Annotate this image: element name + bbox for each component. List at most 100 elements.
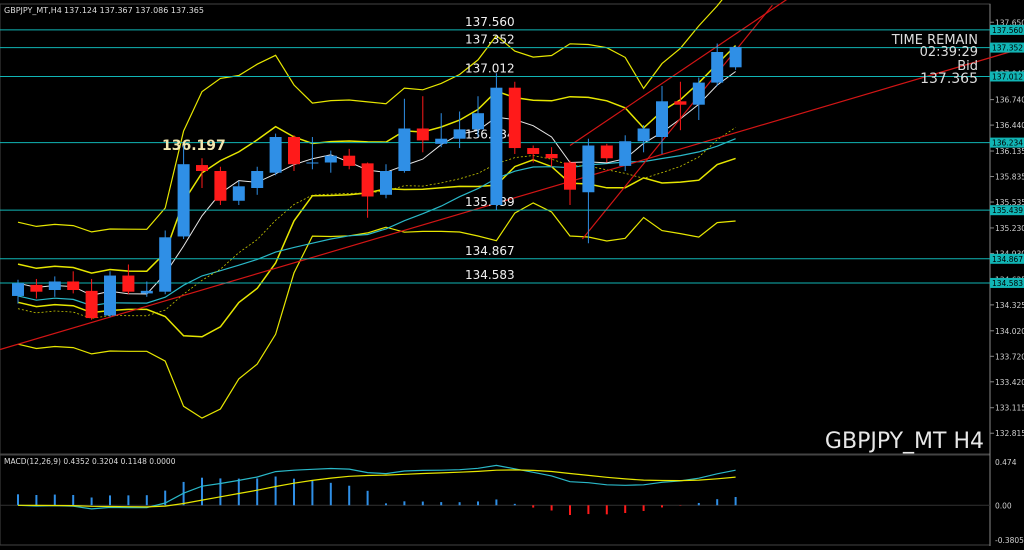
candle-body [288, 137, 300, 165]
price-tag-bg [990, 71, 1024, 82]
level-label: 137.352 [465, 33, 515, 47]
slow-moving-average [17, 138, 736, 307]
price-axis: 137.650137.560137.352137.045137.012136.7… [990, 18, 1024, 438]
macd-panel: 0.474 0.00 -0.3805 [0, 458, 1024, 545]
candle-body [416, 128, 429, 141]
price-tag-bg [990, 205, 1024, 216]
candle-body [48, 281, 61, 290]
candle [140, 281, 153, 297]
candle [692, 77, 705, 120]
candle [48, 276, 61, 297]
candle-body [232, 186, 245, 201]
level-label: 137.560 [465, 15, 515, 29]
symbol-title: GBPJPY_MT,H4 [4, 6, 62, 15]
candle [12, 279, 24, 304]
price-tag-bg [990, 42, 1024, 53]
dotted-average [17, 127, 736, 319]
level-label: 136.234 [465, 128, 515, 142]
candle-body [122, 275, 135, 292]
time-remain-label: TIME REMAIN [891, 33, 978, 48]
fast-moving-average [17, 71, 736, 296]
candle-body [85, 290, 98, 319]
candle [214, 166, 227, 205]
channel-lower-line [581, 4, 773, 240]
candle-body [619, 141, 632, 166]
candle-body [674, 101, 687, 105]
candle [472, 96, 484, 137]
price-tag-label: 134.583 [992, 279, 1023, 288]
candle-body [177, 164, 190, 237]
candle [711, 43, 724, 86]
price-tag-label: 137.012 [992, 72, 1023, 81]
price-axis-label: 132.815 [995, 429, 1024, 438]
candle-body [361, 163, 374, 197]
candle [582, 138, 595, 244]
candle [637, 125, 650, 153]
lower-band-outer [17, 202, 736, 419]
candle-body [251, 171, 264, 188]
upper-band-outer [17, 0, 723, 233]
candle [269, 133, 282, 176]
candle-body [692, 82, 705, 105]
price-axis-label: 136.740 [995, 96, 1024, 105]
time-remain-value: 02:39:29 [920, 45, 978, 60]
macd-line [17, 464, 736, 510]
price-tag-label: 135.439 [992, 206, 1023, 215]
lower-band-inner [17, 157, 736, 338]
candle-body [104, 275, 116, 316]
price-axis-label: 135.835 [995, 173, 1024, 182]
candle-body [545, 154, 558, 159]
price-tag-label: 134.867 [992, 255, 1023, 264]
candle-body [435, 138, 448, 144]
candle-body [343, 155, 356, 166]
price-tag-bg [990, 24, 1024, 35]
candle-body [159, 237, 172, 292]
candle [85, 278, 98, 320]
candle [159, 230, 172, 295]
candle-body [67, 281, 80, 290]
bid-value: 137.365 [920, 71, 978, 87]
trend-lines [0, 0, 1024, 351]
candle [619, 135, 632, 171]
level-label: 135.439 [465, 195, 515, 209]
candle [104, 271, 116, 318]
price-axis-label: 137.650 [995, 18, 1024, 27]
candle-body [527, 148, 540, 154]
candle-body [380, 171, 392, 195]
price-axis-label: 133.115 [995, 404, 1024, 413]
price-axis-label: 133.720 [995, 352, 1024, 361]
price-axis-label: 134.325 [995, 301, 1024, 310]
candle [527, 145, 540, 163]
price-axis-label: 136.440 [995, 121, 1024, 130]
peak-annotation: 136.197 [162, 138, 226, 154]
level-label: 134.867 [465, 244, 515, 258]
candle [324, 150, 337, 173]
candle [196, 158, 208, 188]
price-axis-label: 133.420 [995, 378, 1024, 387]
candle [545, 147, 558, 167]
candle-body [490, 87, 503, 205]
candle-body [398, 128, 411, 171]
trendline-long [0, 47, 1024, 351]
candle-body [140, 290, 153, 294]
candle-body [214, 171, 227, 201]
candle-body [711, 52, 724, 83]
candles [12, 43, 742, 320]
price-tag-bg [990, 137, 1024, 148]
indicator-bands [17, 0, 737, 419]
candle [122, 264, 135, 295]
macd-scale-label: 0.00 [995, 501, 1012, 510]
candle [288, 135, 300, 171]
price-tag-bg [990, 277, 1024, 288]
candle-body [196, 165, 208, 171]
candle-body [12, 283, 24, 296]
price-tag-label: 137.352 [992, 44, 1023, 53]
candle [674, 81, 687, 131]
level-label: 134.583 [465, 268, 515, 282]
candle [453, 111, 466, 149]
candle-body [637, 128, 650, 142]
price-axis-label: 135.535 [995, 198, 1024, 207]
candle-body [472, 113, 484, 130]
candle [656, 86, 668, 154]
